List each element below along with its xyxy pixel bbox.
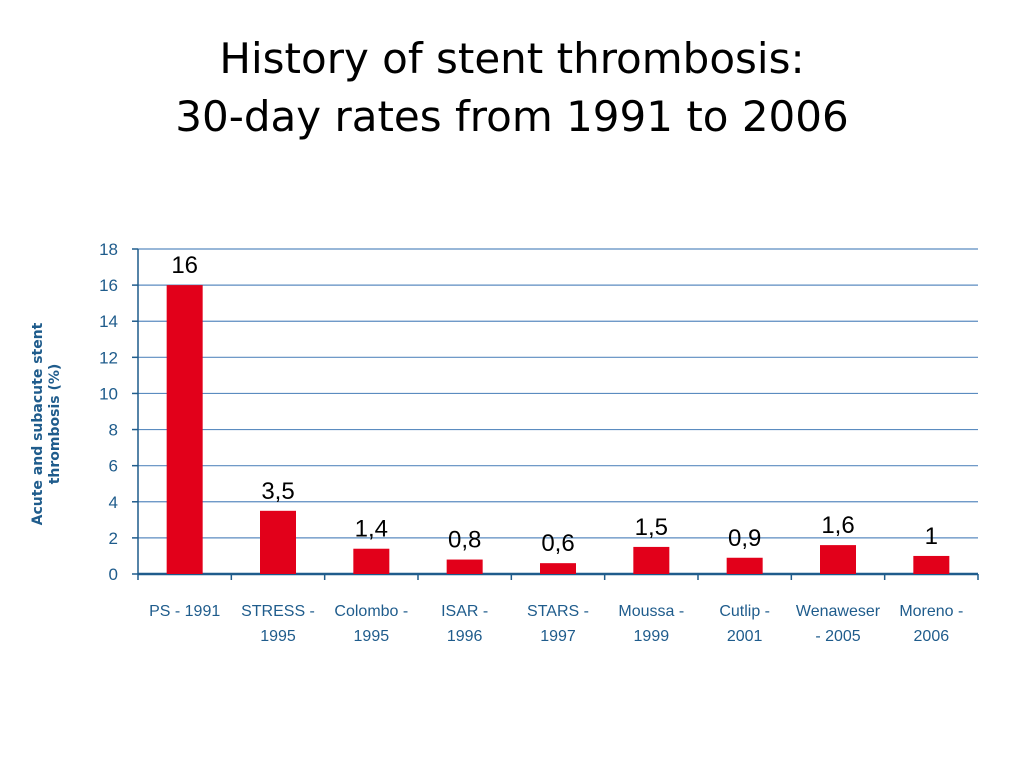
data-label: 1,4 (355, 516, 388, 543)
y-tick-label: 4 (109, 493, 118, 512)
x-tick-label-line: Cutlip - (719, 603, 770, 620)
x-tick-label-line: ISAR - (441, 603, 488, 620)
x-tick-label-line: Moussa - (618, 603, 684, 620)
data-label: 1,6 (821, 512, 854, 539)
x-tick-label-line: Moreno - (899, 603, 963, 620)
x-tick-label-line: STARS - (527, 603, 589, 620)
data-label: 1,5 (635, 514, 668, 541)
bar (633, 546, 670, 574)
x-tick-label-line: 1997 (540, 628, 576, 645)
x-tick-label-line: 2006 (914, 628, 950, 645)
y-tick-label: 16 (99, 276, 118, 295)
y-tick-label: 8 (109, 421, 118, 440)
x-tick-label: Cutlip - 2001 (719, 603, 770, 645)
title-line-1: History of stent thrombosis: (219, 34, 805, 83)
bar (913, 555, 950, 574)
y-tick-label: 6 (109, 457, 118, 476)
x-tick-label: Colombo - 1995 (334, 603, 408, 645)
bar (166, 285, 203, 574)
data-label: 0,9 (728, 525, 761, 552)
y-tick-label: 12 (99, 348, 118, 367)
x-tick-label-line: 1995 (354, 628, 390, 645)
x-tick-label-line: 1999 (634, 628, 670, 645)
data-label: 3,5 (261, 478, 294, 505)
title-line-2: 30-day rates from 1991 to 2006 (175, 92, 849, 141)
bar (540, 563, 576, 574)
y-tick-label: 0 (109, 565, 118, 584)
bar (260, 510, 296, 574)
bar (820, 545, 856, 574)
x-tick-label-line: 2001 (727, 628, 763, 645)
y-tick-label: 10 (99, 384, 118, 403)
data-label: 1 (925, 523, 938, 550)
x-tick-label: ISAR - 1996 (441, 603, 488, 645)
x-tick-label: STARS - 1997 (527, 603, 589, 645)
x-tick-label-line: 1996 (447, 628, 483, 645)
x-tick-label-line: 1995 (260, 628, 296, 645)
y-tick-label: 2 (109, 529, 118, 548)
data-label: 0,6 (541, 530, 574, 557)
y-tick-label: 14 (99, 312, 118, 331)
x-tick-label-line: Wenaweser (796, 603, 881, 620)
bar (726, 557, 763, 574)
slide-title: History of stent thrombosis: 30-day rate… (0, 30, 1024, 146)
data-label: 16 (171, 252, 198, 279)
x-tick-label: PS - 1991 (149, 603, 220, 620)
x-tick-label-line: PS - 1991 (149, 603, 220, 620)
x-tick-label: Moussa - 1999 (618, 603, 684, 645)
x-tick-label-line: Colombo - (334, 603, 408, 620)
x-tick-label-line: STRESS - (241, 603, 315, 620)
y-tick-label: 18 (99, 240, 118, 259)
data-label: 0,8 (448, 527, 481, 554)
x-tick-label: Wenaweser - 2005 (796, 603, 881, 645)
x-tick-label: Moreno - 2006 (899, 603, 963, 645)
bar (446, 559, 483, 574)
bar (353, 548, 390, 574)
x-tick-label-line: - 2005 (815, 628, 860, 645)
x-tick-label: STRESS - 1995 (241, 603, 315, 645)
